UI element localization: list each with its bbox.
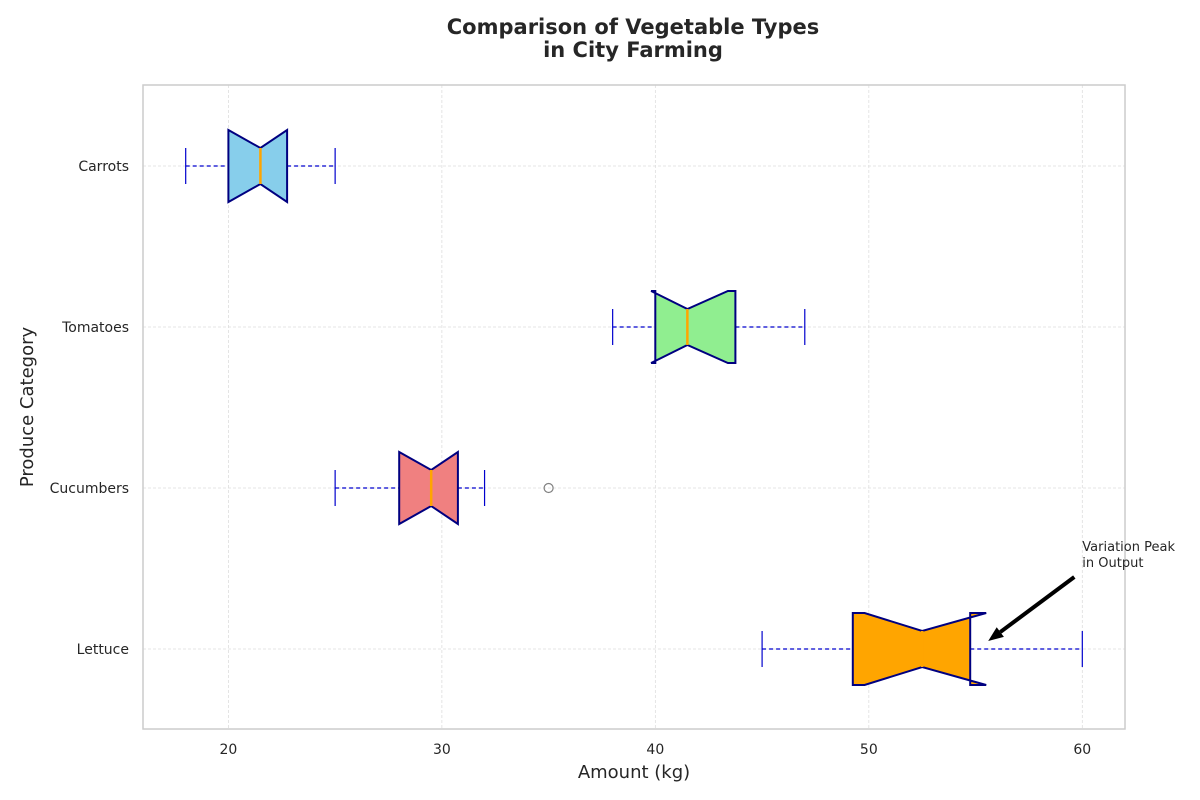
y-axis-label: Produce Category: [17, 327, 38, 488]
annotation-text-line-1: Variation Peak: [1082, 540, 1175, 555]
chart-title-line-2: in City Farming: [543, 38, 723, 62]
x-tick-label: 50: [860, 742, 878, 758]
x-tick-label: 20: [219, 742, 237, 758]
box-lettuce: [761, 612, 1083, 686]
annotation: Variation Peak in Output: [988, 540, 1175, 641]
annotation-arrow-shaft: [999, 575, 1076, 634]
x-tick-label: 40: [646, 742, 664, 758]
x-tick-label: 30: [433, 742, 451, 758]
box-body: [650, 290, 737, 364]
y-tick-label: Lettuce: [77, 642, 129, 658]
ticks: 20 30 40 50 60 Carrots Tomatoes Cucumbers Lettuc…: [50, 159, 1092, 758]
box-body: [398, 450, 459, 526]
y-tick-label: Carrots: [78, 159, 129, 175]
box-cucumbers: [334, 450, 554, 526]
outlier-point: [543, 482, 554, 494]
y-tick-label: Cucumbers: [50, 481, 129, 497]
plot-frame: [142, 84, 1126, 730]
box-carrots: [185, 128, 336, 204]
annotation-text-line-2: in Output: [1082, 556, 1143, 571]
chart-title-line-1: Comparison of Vegetable Types: [447, 15, 819, 39]
y-tick-label: Tomatoes: [61, 320, 129, 336]
x-tick-label: 60: [1073, 742, 1091, 758]
x-axis-label: Amount (kg): [578, 762, 690, 783]
boxes: [185, 128, 1083, 686]
annotation-arrow-head: [988, 627, 1004, 641]
grid: [143, 85, 1125, 729]
box-body: [227, 128, 289, 204]
box-body: [851, 612, 987, 686]
box-tomatoes: [612, 290, 806, 364]
